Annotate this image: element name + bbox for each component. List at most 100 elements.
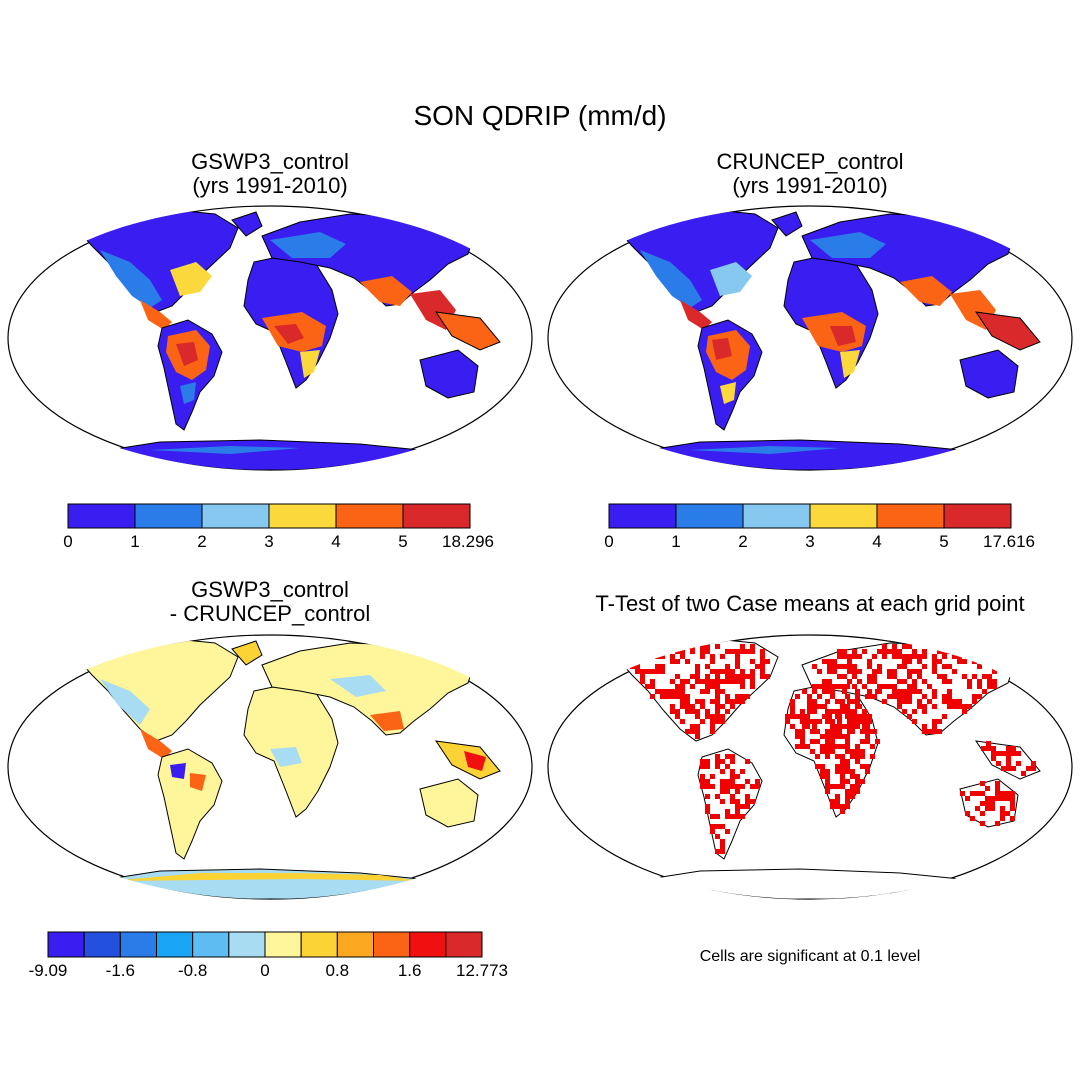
significant-cell bbox=[680, 649, 685, 654]
significant-cell bbox=[835, 804, 840, 809]
significant-cell bbox=[996, 751, 1001, 756]
significant-cell bbox=[995, 821, 1000, 826]
significant-cell bbox=[815, 754, 820, 759]
significant-cell bbox=[630, 654, 635, 659]
significant-cell bbox=[665, 694, 670, 699]
significant-cell bbox=[957, 699, 962, 704]
significant-cell bbox=[710, 699, 715, 704]
significant-cell bbox=[982, 654, 987, 659]
significant-cell bbox=[942, 694, 947, 699]
significant-cell bbox=[760, 649, 765, 654]
significant-cell bbox=[862, 709, 867, 714]
significant-cell bbox=[932, 664, 937, 669]
significant-cell bbox=[977, 654, 982, 659]
significant-cell bbox=[840, 709, 845, 714]
panel4-continents bbox=[617, 638, 1041, 899]
significant-cell bbox=[995, 791, 1000, 796]
significant-cell bbox=[790, 704, 795, 709]
significant-cell bbox=[840, 684, 845, 689]
significant-cell bbox=[750, 784, 755, 789]
significant-cell bbox=[705, 664, 710, 669]
significant-cell bbox=[812, 709, 817, 714]
panel2-title-line2: (yrs 1991-2010) bbox=[732, 173, 888, 198]
significant-cell bbox=[991, 751, 996, 756]
significant-cell bbox=[892, 669, 897, 674]
significant-cell bbox=[882, 644, 887, 649]
significant-cell bbox=[932, 654, 937, 659]
significant-cell bbox=[690, 709, 695, 714]
significant-cell bbox=[720, 824, 725, 829]
significant-cell bbox=[850, 724, 855, 729]
significant-cell bbox=[817, 719, 822, 724]
significant-cell bbox=[877, 689, 882, 694]
significant-cell bbox=[927, 699, 932, 704]
significant-cell bbox=[640, 669, 645, 674]
colorbar-swatch bbox=[675, 503, 744, 529]
significant-cell bbox=[715, 694, 720, 699]
significant-cell bbox=[715, 679, 720, 684]
significant-cell bbox=[790, 724, 795, 729]
colorbar-swatch bbox=[943, 503, 1012, 529]
significant-cell bbox=[932, 669, 937, 674]
significant-cell bbox=[972, 699, 977, 704]
significant-cell bbox=[965, 811, 970, 816]
significant-cell bbox=[755, 779, 760, 784]
significant-cell bbox=[902, 699, 907, 704]
significant-cell bbox=[1031, 761, 1036, 766]
significant-cell bbox=[680, 654, 685, 659]
significant-cell bbox=[830, 694, 835, 699]
significant-cell bbox=[735, 799, 740, 804]
significant-cell bbox=[720, 689, 725, 694]
significant-cell bbox=[997, 659, 1002, 664]
significance-note: Cells are significant at 0.1 level bbox=[699, 948, 921, 965]
significant-cell bbox=[675, 674, 680, 679]
significant-cell bbox=[720, 719, 725, 724]
colorbar-swatch bbox=[83, 931, 121, 958]
significant-cell bbox=[795, 734, 800, 739]
significant-cell bbox=[867, 729, 872, 734]
significant-cell bbox=[700, 699, 705, 704]
significant-cell bbox=[985, 786, 990, 791]
significant-cell bbox=[862, 684, 867, 689]
significant-cell bbox=[705, 804, 710, 809]
significant-cell bbox=[840, 704, 845, 709]
significant-cell bbox=[980, 821, 985, 826]
significant-cell bbox=[847, 724, 852, 729]
significant-cell bbox=[867, 689, 872, 694]
significant-cell bbox=[750, 684, 755, 689]
significant-cell bbox=[875, 739, 880, 744]
significant-cell bbox=[922, 664, 927, 669]
significant-cell bbox=[720, 839, 725, 844]
significant-cell bbox=[842, 664, 847, 669]
significant-cell bbox=[1000, 806, 1005, 811]
significant-cell bbox=[710, 654, 715, 659]
significant-cell bbox=[820, 774, 825, 779]
significant-cell bbox=[730, 774, 735, 779]
significant-cell bbox=[952, 669, 957, 674]
significant-cell bbox=[912, 719, 917, 724]
significant-cell bbox=[650, 694, 655, 699]
significant-cell bbox=[977, 679, 982, 684]
significant-cell bbox=[740, 649, 745, 654]
significant-cell bbox=[735, 649, 740, 654]
significant-cell bbox=[845, 694, 850, 699]
significant-cell bbox=[805, 714, 810, 719]
significant-cell bbox=[985, 801, 990, 806]
significant-cell bbox=[710, 719, 715, 724]
significant-cell bbox=[710, 784, 715, 789]
significant-cell bbox=[840, 769, 845, 774]
significant-cell bbox=[867, 719, 872, 724]
significant-cell bbox=[730, 649, 735, 654]
significant-cell bbox=[800, 729, 805, 734]
significant-cell bbox=[892, 684, 897, 689]
panel2-map bbox=[547, 205, 1073, 471]
significant-cell bbox=[725, 669, 730, 674]
significant-cell bbox=[840, 734, 845, 739]
significant-cell bbox=[847, 654, 852, 659]
significant-cell bbox=[995, 781, 1000, 786]
significant-cell bbox=[725, 674, 730, 679]
significant-cells bbox=[620, 644, 1036, 854]
significant-cell bbox=[825, 709, 830, 714]
panel3-title-line1: GSWP3_control bbox=[191, 577, 349, 602]
significant-cell bbox=[660, 694, 665, 699]
